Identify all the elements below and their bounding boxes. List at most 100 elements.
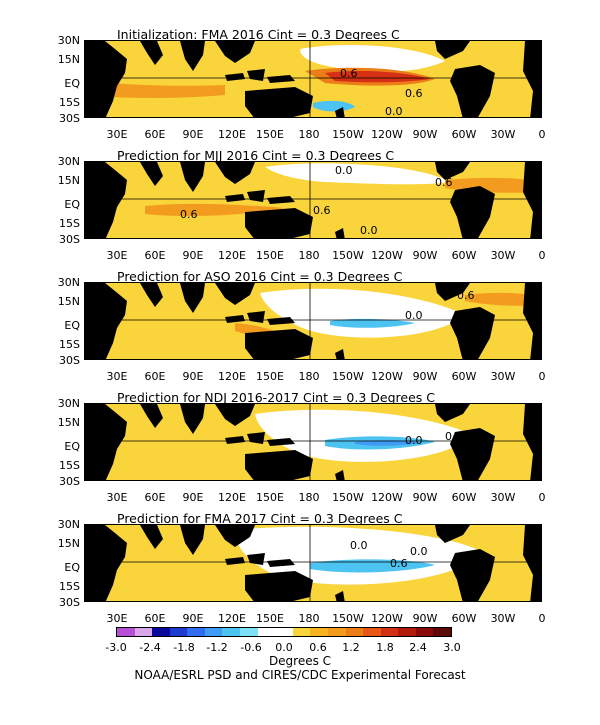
longitude-label: 120W [371,491,403,504]
colorbar [116,627,452,637]
land-mass [523,404,541,480]
longitude-label: 0 [538,370,546,383]
longitude-label: 30E [106,491,128,504]
longitude-label: 0 [538,249,546,262]
land-mass [335,591,345,601]
colorbar-swatch [345,628,364,636]
colorbar-tick: 1.2 [342,641,360,654]
longitude-label: 120E [218,128,246,141]
contour-label: 0.6 [457,289,475,302]
longitude-label: 60W [451,491,477,504]
land-mass [180,404,205,434]
latitude-label: 15S [59,96,80,110]
colorbar-tick: 0.6 [309,641,327,654]
colorbar-swatch [187,628,205,636]
colorbar-swatch [398,628,416,636]
longitude-label: 150E [256,491,284,504]
land-mass [335,349,345,359]
land-mass [267,75,295,83]
land-mass [215,283,255,305]
longitude-label: 90W [412,612,438,625]
land-mass [180,525,205,555]
longitude-label: 150W [332,128,364,141]
longitude-label: 150E [256,370,284,383]
sst-field-near-zero [300,45,445,72]
sst-field-warm-anomaly [465,292,541,306]
longitude-label: 0 [538,612,546,625]
colorbar-tick: -0.6 [240,641,262,654]
latitude-label: EQ [64,77,80,91]
land-mass [85,283,127,359]
longitude-label: 30E [106,612,128,625]
contour-label: 0.0 [410,545,428,558]
longitude-label: 150W [332,612,364,625]
latitude-label: 30S [59,232,80,246]
colorbar-swatch [117,628,135,636]
land-mass [435,162,470,180]
longitude-label: 180 [298,491,320,504]
longitude-label: 150W [332,491,364,504]
units-label: Degrees C [268,654,332,668]
latitude-label: EQ [64,440,80,454]
latitude-label: 30N [57,276,80,289]
longitude-label: 60W [451,128,477,141]
longitude-label: 90W [412,370,438,383]
longitude-label: 90W [412,249,438,262]
latitude-label: 30N [57,34,80,47]
land-mass [335,470,345,480]
latitude-label: 30N [57,397,80,410]
contour-label: 0.0 [335,164,353,177]
latitude-label: 30S [59,111,80,125]
longitude-label: 150E [256,128,284,141]
longitude-label: 30E [106,370,128,383]
map-canvas: 0.6 0.0 [85,283,541,359]
land-mass [335,107,345,117]
sst-map-fma-2017: 0.0 0.0 0.6 [84,524,542,602]
colorbar-tick: 0.0 [275,641,293,654]
land-mass [140,162,163,186]
contour-label: 0.0 [360,224,378,237]
longitude-label: 0 [538,128,546,141]
colorbar-swatch [240,628,258,636]
latitude-label: EQ [64,319,80,333]
panel-title-5: Prediction for FMA 2017 Cint = 0.3 Degre… [117,511,403,526]
sst-field-cool-anomaly [313,100,355,112]
longitude-label: 60E [144,128,166,141]
land-mass [215,162,255,184]
latitude-label: 15S [59,217,80,231]
colorbar-tick: 1.8 [376,641,394,654]
colorbar-swatch [380,628,399,636]
contour-label: 0.6 [180,208,198,221]
colorbar-tick: -2.4 [139,641,161,654]
land-mass [140,41,163,65]
land-mass [435,404,470,422]
latitude-label: 30S [59,474,80,488]
colorbar-swatch [222,628,241,636]
sst-map-aso-2016: 0.6 0.0 [84,282,542,360]
land-mass [267,438,295,446]
sst-field-warm-anomaly [85,81,225,98]
latitude-label: 30S [59,353,80,367]
contour-label: 0.0 [405,309,423,322]
colorbar-swatch [327,628,346,636]
contour-label: 0.6 [340,67,358,80]
sst-field-near-zero [260,288,465,338]
land-mass [225,557,245,565]
longitude-label: 30W [490,491,516,504]
longitude-label: 150W [332,370,364,383]
land-mass [523,525,541,601]
panel-title-1: Initialization: FMA 2016 Cint = 0.3 Degr… [117,27,400,42]
longitude-label: 90E [182,249,204,262]
sst-field-near-zero [265,163,450,185]
land-mass [435,41,470,59]
land-mass [245,87,313,117]
contour-label: 0.0 [405,434,423,447]
panel-title-2: Prediction for MJJ 2016 Cint = 0.3 Degre… [117,148,395,163]
longitude-label: 60E [144,249,166,262]
colorbar-swatch [433,628,451,636]
land-mass [225,436,245,444]
land-mass [215,41,255,63]
sst-field-cool-anomaly [310,559,435,573]
longitude-label: 60W [451,249,477,262]
sst-field-cool-anomaly [355,440,420,446]
